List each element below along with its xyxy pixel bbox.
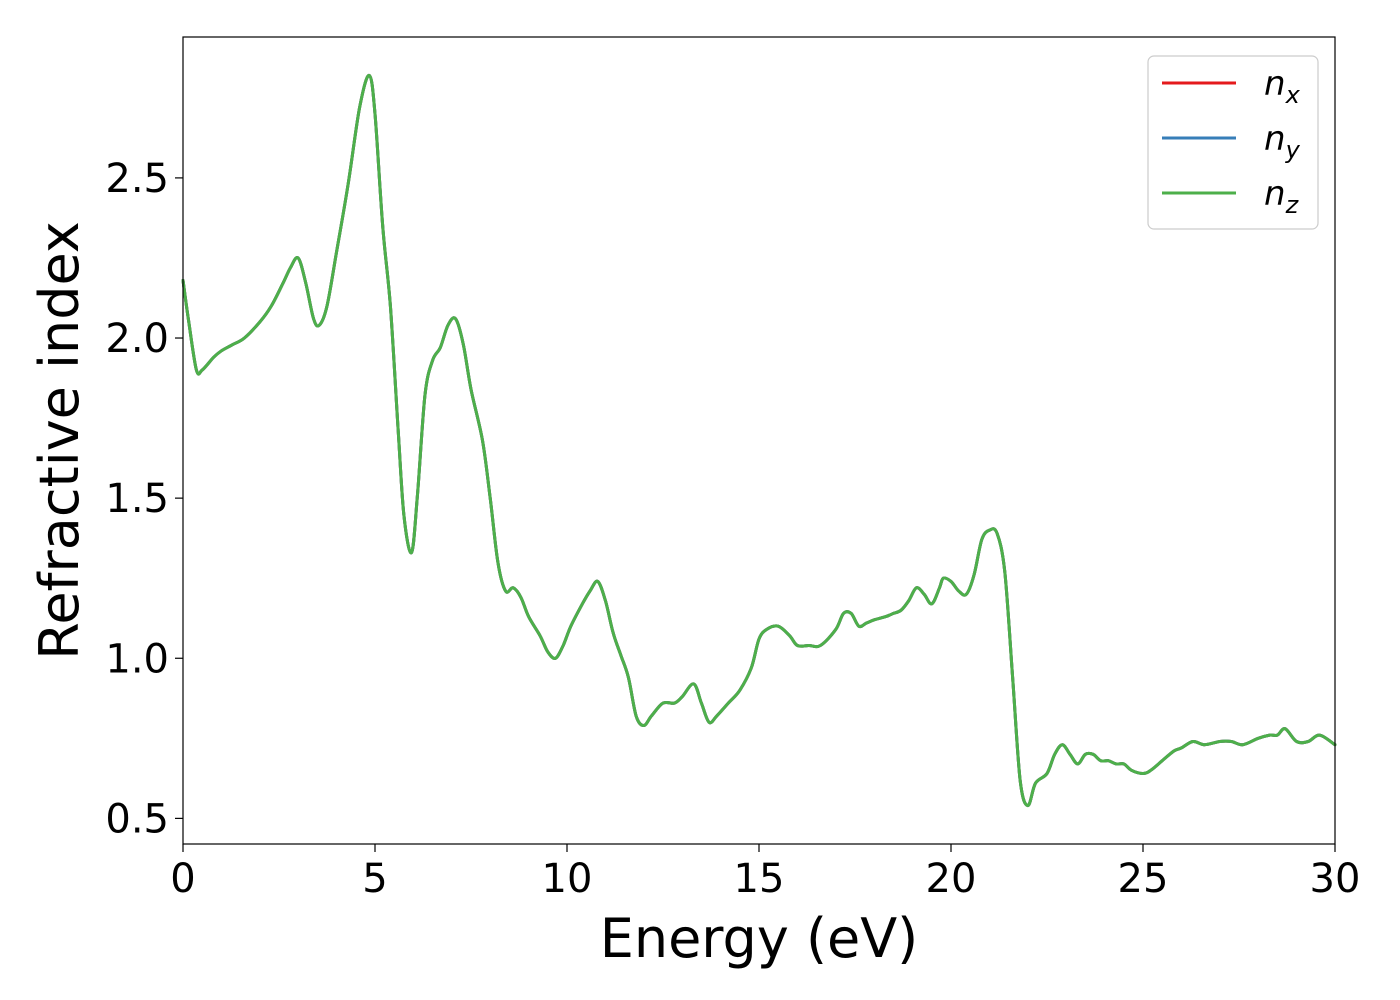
x-tick-label: 20 [926, 856, 977, 902]
y-axis-ticks: 0.5 1.0 1.5 2.0 2.5 [105, 156, 183, 842]
x-tick-label: 5 [362, 856, 387, 902]
legend-box [1147, 55, 1319, 230]
series-lines [181, 73, 1337, 808]
y-tick-label: 2.5 [105, 156, 169, 202]
legend: nx ny nz [1147, 55, 1319, 230]
legend-label-z: nz [1264, 174, 1300, 219]
legend-label-y: ny [1264, 119, 1301, 164]
y-tick-label: 1.0 [105, 636, 169, 682]
x-axis-label: Energy (eV) [600, 907, 919, 970]
x-tick-label: 30 [1310, 856, 1361, 902]
y-tick-label: 1.5 [105, 476, 169, 522]
y-tick-label: 2.0 [105, 316, 169, 362]
y-tick-label: 0.5 [105, 796, 169, 842]
y-axis-label: Refractive index [28, 221, 91, 660]
legend-label-x: nx [1264, 64, 1301, 109]
series-line-z [181, 73, 1337, 808]
x-tick-label: 25 [1118, 856, 1169, 902]
x-axis-ticks: 0 5 10 15 20 25 30 [170, 844, 1360, 902]
x-tick-label: 10 [542, 856, 593, 902]
x-tick-label: 0 [170, 856, 195, 902]
x-tick-label: 15 [734, 856, 785, 902]
